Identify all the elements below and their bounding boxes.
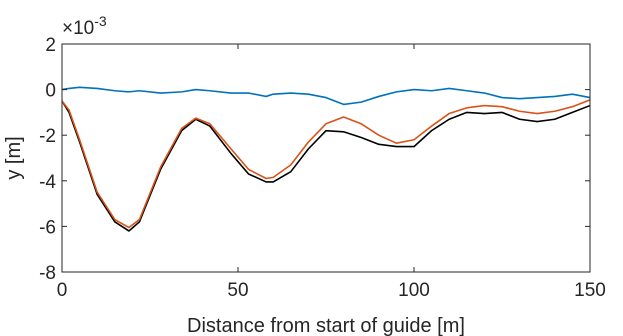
plot-area-background (62, 44, 590, 272)
series-line-1 (61, 86, 591, 106)
y-tick-label: -8 (39, 263, 56, 284)
y-exponent-base: ×10 (62, 18, 94, 39)
x-axis-label: Distance from start of guide [m] (187, 315, 465, 336)
series-layer (61, 86, 591, 232)
y-exponent-power: -3 (94, 13, 107, 29)
x-tick-label: 0 (57, 280, 68, 301)
y-tick-label: -4 (39, 172, 56, 193)
tick-layer: 0 50 100 150 2 0 -2 -4 -6 -8 (39, 35, 606, 301)
y-tick-label: -6 (39, 217, 56, 238)
y-exponent-label: ×10-3 (62, 13, 107, 39)
y-tick-label: 0 (45, 81, 56, 102)
series-line-3 (61, 99, 591, 229)
x-tick-label: 150 (574, 280, 606, 301)
plot-area-frame (61, 43, 591, 273)
x-tick-label: 50 (227, 280, 248, 301)
y-tick-label: 2 (45, 35, 56, 56)
x-tick-label: 100 (398, 280, 430, 301)
series-line-2 (61, 100, 591, 232)
y-tick-label: -2 (39, 126, 56, 147)
y-axis-label: y [m] (3, 136, 25, 179)
